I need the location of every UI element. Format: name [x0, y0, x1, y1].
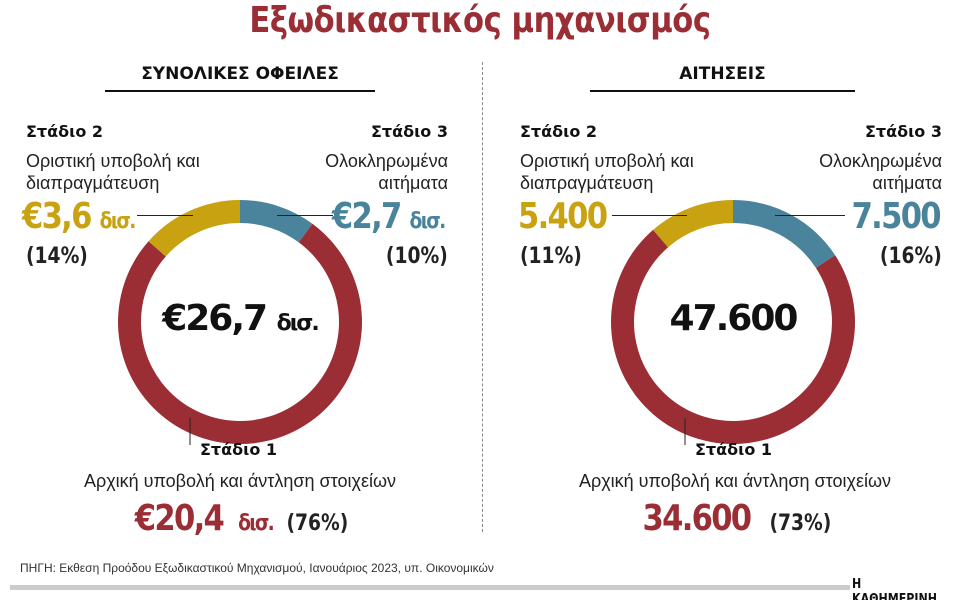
source-note: ΠΗΓΗ: Εκθεση Προόδου Εξωδικαστικού Μηχαν… [20, 561, 494, 575]
stage3-leader [775, 215, 845, 216]
panel-divider [482, 62, 483, 532]
brand-logo: Η ΚΑΘΗΜΕΡΙΝΗ [852, 577, 938, 600]
stage2-pct: (14%) [26, 244, 88, 269]
stage3-label: Στάδιο 3 [864, 122, 942, 141]
stage3-pct: (16%) [880, 244, 942, 269]
stage1-value: €20,4 δισ. (76%) [134, 498, 348, 539]
chart-title-applications: ΑΙΤΗΣΕΙΣ [679, 64, 766, 84]
stage3-label: Στάδιο 3 [370, 122, 448, 141]
stage3-desc1: Ολοκληρωμένα [325, 151, 448, 171]
page-title: Εξωδικαστικός μηχανισμός [249, 0, 711, 41]
stage2-desc1: Οριστική υποβολή και [26, 151, 200, 171]
stage2-label: Στάδιο 2 [520, 122, 598, 141]
stage2-desc2: διαπραγμάτευση [26, 173, 160, 193]
stage2-leader [612, 215, 687, 216]
footer-bar [10, 585, 850, 590]
center-total: 47.600 [669, 298, 799, 339]
stage1-label: Στάδιο 1 [695, 440, 773, 459]
stage2-label: Στάδιο 2 [26, 122, 104, 141]
slice-stage1 [611, 229, 855, 444]
stage1-desc: Αρχική υποβολή και άντληση στοιχείων [578, 471, 892, 491]
slice-stage3 [733, 200, 836, 268]
stage3-desc2: αιτήματα [872, 173, 942, 193]
stage2-leader [137, 215, 193, 216]
stage3-desc2: αιτήματα [378, 173, 448, 193]
slice-stage3 [240, 200, 313, 243]
stage3-leader [277, 215, 333, 216]
stage3-value: €2,7 δισ. [332, 196, 446, 237]
chart-title-debts: ΣΥΝΟΛΙΚΕΣ ΟΦΕΙΛΕΣ [141, 64, 339, 84]
stage3-pct: (10%) [386, 244, 448, 269]
title-rule [590, 90, 855, 92]
center-total: €26,7 δισ. [162, 298, 320, 339]
stage1-value: 34.600 (73%) [642, 498, 832, 539]
stage2-desc2: διαπραγμάτευση [520, 173, 654, 193]
stage1-label: Στάδιο 1 [200, 440, 278, 459]
stage2-desc1: Οριστική υποβολή και [520, 151, 694, 171]
stage3-desc1: Ολοκληρωμένα [819, 151, 942, 171]
stage3-value: 7.500 [851, 196, 942, 237]
stage2-value: 5.400 [518, 196, 608, 237]
slice-stage2 [653, 200, 733, 248]
stage2-value: €3,6 δισ. [22, 196, 136, 237]
slice-stage2 [148, 200, 240, 257]
stage2-pct: (11%) [520, 244, 582, 269]
title-rule [105, 90, 375, 92]
stage1-desc: Αρχική υποβολή και άντληση στοιχείων [83, 471, 397, 491]
